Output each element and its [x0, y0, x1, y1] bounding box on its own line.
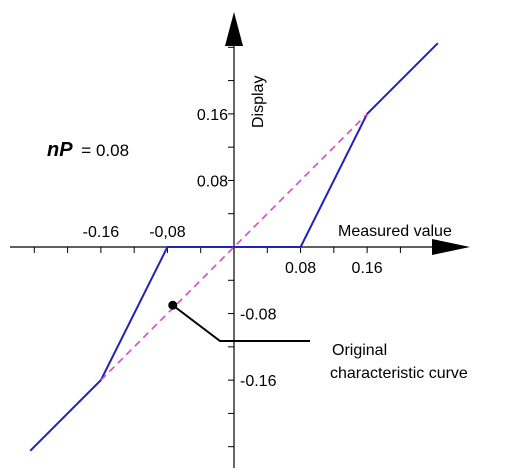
parameter-label: nP = 0.08 — [47, 139, 129, 161]
x-axis-arrowhead — [432, 239, 470, 255]
labels: Measured value Display nP = 0.08 Origina… — [47, 76, 468, 382]
x-tick-label: -0.16 — [83, 224, 120, 241]
y-axis-label: Display — [250, 76, 267, 128]
parameter-value: = 0.08 — [81, 141, 129, 160]
y-axis-arrowhead — [225, 12, 243, 46]
series-group — [29, 42, 439, 452]
y-tick-label: 0.08 — [197, 173, 228, 190]
annotation-leader-line — [172, 304, 310, 342]
axis-ticks: -0.16 -0,08 0.08 0.16 0.16 0.08 -0.08 -0.16 — [33, 46, 401, 448]
y-tick-label: -0.08 — [240, 307, 277, 324]
x-axis-label: Measured value — [338, 223, 452, 240]
annotation-line-2: characteristic curve — [330, 365, 468, 382]
annotation-line-1: Original — [332, 342, 387, 359]
y-tick-label: 0.16 — [197, 107, 228, 124]
parameter-symbol: nP — [47, 139, 73, 161]
x-tick-label: -0,08 — [149, 224, 186, 241]
series-characteristic-line — [29, 42, 439, 452]
x-tick-label: 0.16 — [352, 260, 383, 277]
annotation-leader — [168, 300, 310, 342]
series-original-curve — [100, 113, 368, 381]
x-tick-label: 0.08 — [285, 260, 316, 277]
y-tick-label: -0.16 — [240, 373, 277, 390]
